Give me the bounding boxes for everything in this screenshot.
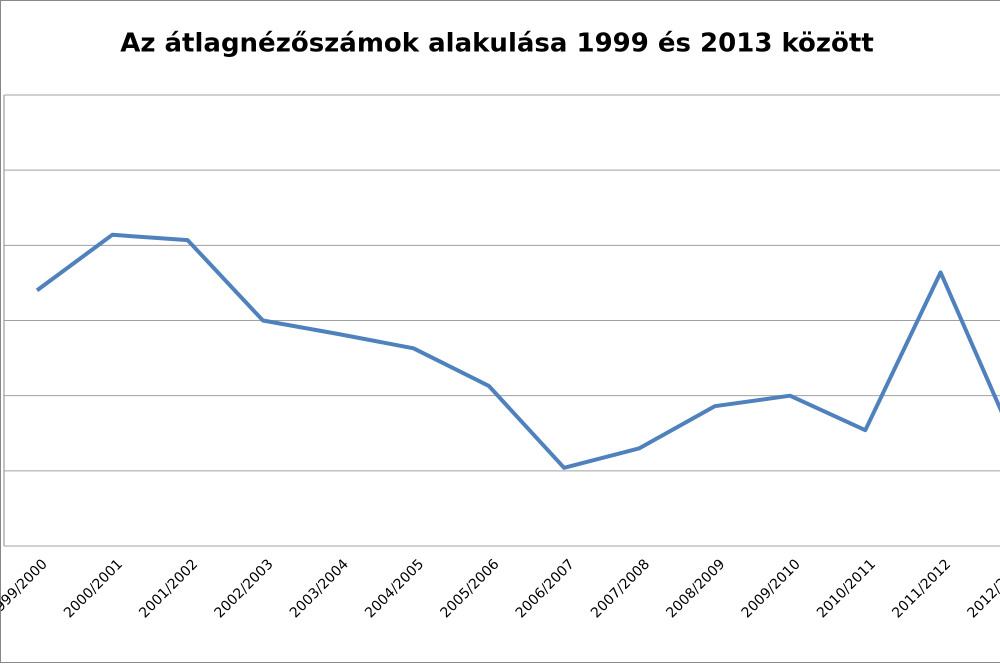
x-tick-label: 2009/2010 bbox=[739, 556, 804, 621]
x-tick-label: 2012/2013 bbox=[965, 556, 1000, 621]
x-tick-label: 2006/2007 bbox=[513, 556, 578, 621]
chart-title: Az átlagnézőszámok alakulása 1999 és 201… bbox=[120, 29, 874, 59]
x-tick-label: 2003/2004 bbox=[287, 556, 352, 621]
x-tick-label: 2001/2002 bbox=[136, 556, 201, 621]
x-tick-label: 2010/2011 bbox=[814, 556, 879, 621]
x-tick-label: 2000/2001 bbox=[61, 556, 126, 621]
x-tick-label: 2008/2009 bbox=[663, 556, 728, 621]
x-tick-label: 2005/2006 bbox=[437, 556, 502, 621]
x-tick-label: 2007/2008 bbox=[588, 556, 653, 621]
x-tick-label: 2002/2003 bbox=[212, 556, 277, 621]
x-tick-label: 2011/2012 bbox=[889, 556, 954, 621]
x-tick-label: 2004/2005 bbox=[362, 556, 427, 621]
line-series bbox=[35, 232, 1000, 470]
x-tick-label: 1999/2000 bbox=[0, 556, 51, 621]
